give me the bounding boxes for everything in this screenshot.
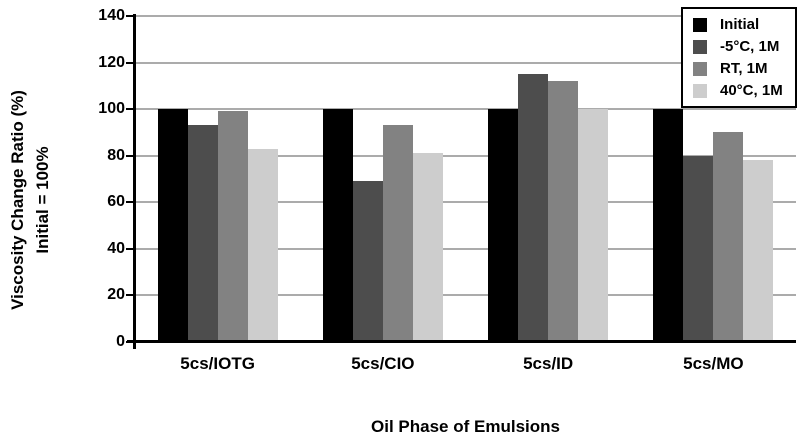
y-tick-label: 80 (107, 146, 125, 164)
bar (548, 81, 579, 342)
y-tick-mark (126, 154, 135, 157)
gridline (135, 15, 796, 17)
y-tick-mark (126, 341, 135, 343)
bar (743, 160, 774, 342)
legend-item: -5°C, 1M (693, 37, 786, 56)
x-axis-line (127, 340, 796, 343)
legend-label: -5°C, 1M (720, 38, 780, 55)
legend-label: Initial (720, 16, 760, 33)
legend-swatch (693, 17, 707, 32)
bar (157, 109, 188, 342)
y-tick-label: 40 (107, 239, 125, 257)
legend-swatch (693, 39, 707, 54)
bar (217, 111, 248, 342)
y-tick-mark (126, 61, 135, 64)
bar (187, 125, 218, 342)
gridline (135, 294, 796, 297)
bar (382, 125, 413, 342)
x-category-label: 5cs/IOTG (180, 354, 255, 373)
y-axis-title-line1: Viscosity Change Ratio (%) (8, 90, 27, 310)
legend-swatch (693, 83, 707, 98)
gridline (135, 61, 796, 64)
y-axis-line (133, 14, 136, 349)
y-tick-label: 20 (107, 286, 125, 304)
bar (713, 132, 744, 342)
bar (412, 153, 443, 342)
y-tick-label: 60 (107, 193, 125, 211)
legend-item: 40°C, 1M (693, 81, 786, 100)
legend-item: Initial (693, 15, 786, 34)
bar (488, 109, 519, 342)
bar (578, 109, 609, 342)
x-category-label: 5cs/MO (683, 354, 744, 373)
y-tick-label: 100 (98, 100, 125, 118)
x-axis-title: Oil Phase of Emulsions (371, 417, 560, 436)
gridline (135, 108, 796, 111)
bar (247, 148, 278, 342)
legend-label: RT, 1M (720, 60, 768, 77)
y-tick-label: 0 (116, 333, 125, 350)
x-category-label: 5cs/CIO (351, 354, 415, 373)
y-tick-mark (126, 247, 135, 250)
gridline (135, 247, 796, 250)
plot-area (135, 15, 796, 342)
y-tick-mark (126, 201, 135, 204)
x-category-label: 5cs/ID (523, 354, 574, 373)
y-tick-mark (126, 108, 135, 111)
y-tick-mark (126, 294, 135, 297)
bar (683, 155, 714, 342)
legend-label: 40°C, 1M (720, 82, 783, 99)
bar (352, 181, 383, 342)
legend: Initial -5°C, 1M RT, 1M 40°C, 1M (681, 7, 797, 108)
gridline (135, 154, 796, 157)
y-tick-label: 140 (98, 7, 125, 24)
bar (518, 74, 549, 342)
legend-item: RT, 1M (693, 59, 786, 78)
y-tick-label: 120 (98, 53, 125, 71)
bar (653, 109, 684, 342)
legend-swatch (693, 61, 707, 76)
y-axis-title-line2: Initial = 100% (33, 146, 52, 254)
y-tick-mark (126, 15, 135, 17)
y-axis-title: Viscosity Change Ratio (%) Initial = 100… (5, 60, 55, 340)
bar (322, 109, 353, 342)
gridline (135, 201, 796, 204)
